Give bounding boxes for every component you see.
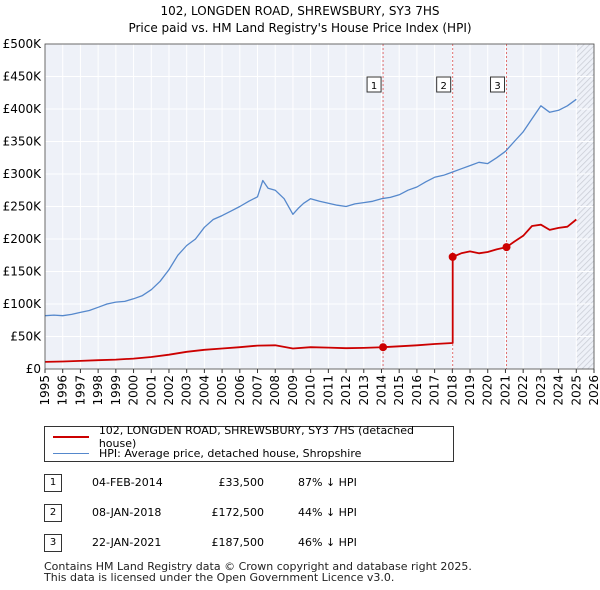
x-tick-label: 2023 (534, 375, 548, 406)
sale-date: 08-JAN-2018 (92, 506, 162, 519)
sale-point (448, 252, 457, 261)
x-tick-label: 2017 (428, 375, 442, 406)
x-tick-label: 2011 (321, 375, 335, 406)
x-tick-label: 1997 (73, 375, 87, 406)
sale-hpi-diff: 87% ↓ HPI (298, 476, 357, 489)
sale-marker-box (490, 76, 506, 93)
footer-line-1: Contains HM Land Registry data © Crown c… (44, 560, 472, 573)
legend-item-hpi: HPI: Average price, detached house, Shro… (53, 445, 361, 461)
x-tick-label: 1995 (38, 375, 52, 406)
y-tick-label: £0 (26, 362, 41, 376)
sale-row: 3 22-JAN-2021 £187,500 46% ↓ HPI (44, 534, 484, 554)
y-tick-label: £100K (3, 297, 43, 311)
sale-hpi-diff: 44% ↓ HPI (298, 506, 357, 519)
price-chart: 102, LONGDEN ROAD, SHREWSBURY, SY3 7HS P… (3, 4, 600, 406)
sale-number: 1 (44, 474, 62, 492)
x-tick-label: 1999 (109, 375, 123, 406)
sale-number: 3 (44, 534, 62, 552)
x-tick-label: 2021 (498, 375, 512, 406)
sale-price: £33,500 (218, 476, 265, 489)
x-tick-label: 2022 (516, 375, 530, 406)
legend-label-property: 102, LONGDEN ROAD, SHREWSBURY, SY3 7HS (… (98, 424, 414, 450)
x-tick-label: 2015 (392, 375, 406, 406)
x-tick-label: 2025 (569, 375, 583, 406)
x-tick-label: 2002 (162, 375, 176, 406)
legend-swatch-property (53, 436, 89, 438)
sale-price: £187,500 (211, 536, 265, 549)
sale-marker-label: 3 (494, 81, 500, 92)
sale-marker-label: 1 (371, 81, 377, 92)
x-tick-label: 2026 (587, 375, 600, 406)
chart-title: 102, LONGDEN ROAD, SHREWSBURY, SY3 7HS (160, 4, 439, 18)
x-tick-label: 2006 (233, 375, 247, 406)
y-tick-label: £200K (3, 232, 43, 246)
x-tick-label: 2005 (215, 375, 229, 406)
x-tick-label: 2009 (286, 375, 300, 406)
y-tick-label: £450K (3, 70, 43, 84)
x-tick-label: 2010 (304, 375, 318, 406)
sale-price: £172,500 (211, 506, 265, 519)
y-tick-label: £300K (3, 167, 43, 181)
x-tick-label: 2008 (268, 375, 282, 406)
x-tick-label: 2019 (463, 375, 477, 406)
legend-swatch-hpi (53, 452, 89, 454)
x-tick-label: 2016 (410, 375, 424, 406)
sale-date: 22-JAN-2021 (92, 536, 162, 549)
plot-frame (44, 43, 595, 370)
x-tick-label: 2000 (127, 375, 141, 406)
y-tick-label: £50K (10, 330, 42, 344)
footer: Contains HM Land Registry data © Crown c… (44, 561, 472, 583)
sale-hpi-diff: 46% ↓ HPI (298, 536, 357, 549)
x-tick-label: 2014 (374, 375, 388, 406)
x-tick-label: 2020 (481, 375, 495, 406)
x-tick-label: 2003 (180, 375, 194, 406)
y-tick-label: £400K (3, 102, 43, 116)
footer-line-2: This data is licensed under the Open Gov… (44, 571, 395, 584)
sale-marker-label: 2 (440, 81, 446, 92)
x-tick-label: 2004 (197, 375, 211, 406)
sale-point (379, 343, 388, 352)
x-tick-label: 2001 (144, 375, 158, 406)
x-tick-label: 2013 (357, 375, 371, 406)
x-tick-label: 2012 (339, 375, 353, 406)
y-tick-label: £250K (3, 200, 43, 214)
y-tick-label: £350K (3, 135, 43, 149)
hpi-series-line (44, 98, 577, 317)
sale-marker-box (366, 76, 382, 93)
sale-row: 2 08-JAN-2018 £172,500 44% ↓ HPI (44, 504, 484, 524)
sale-row: 1 04-FEB-2014 £33,500 87% ↓ HPI (44, 474, 484, 494)
sale-marker-box (436, 76, 452, 93)
x-tick-label: 2007 (251, 375, 265, 406)
x-tick-label: 2024 (552, 375, 566, 406)
x-tick-label: 2018 (445, 375, 459, 406)
legend-item-property: 102, LONGDEN ROAD, SHREWSBURY, SY3 7HS (… (53, 424, 453, 450)
sale-date: 04-FEB-2014 (92, 476, 163, 489)
x-tick-label: 1998 (91, 375, 105, 406)
y-tick-label: £150K (3, 265, 43, 279)
sale-number: 2 (44, 504, 62, 522)
chart-subtitle: Price paid vs. HM Land Registry's House … (128, 21, 471, 35)
y-tick-label: £500K (3, 37, 43, 51)
x-tick-label: 1996 (56, 375, 70, 406)
legend-label-hpi: HPI: Average price, detached house, Shro… (99, 446, 362, 460)
sale-point (502, 243, 511, 252)
legend: 102, LONGDEN ROAD, SHREWSBURY, SY3 7HS (… (44, 424, 454, 462)
